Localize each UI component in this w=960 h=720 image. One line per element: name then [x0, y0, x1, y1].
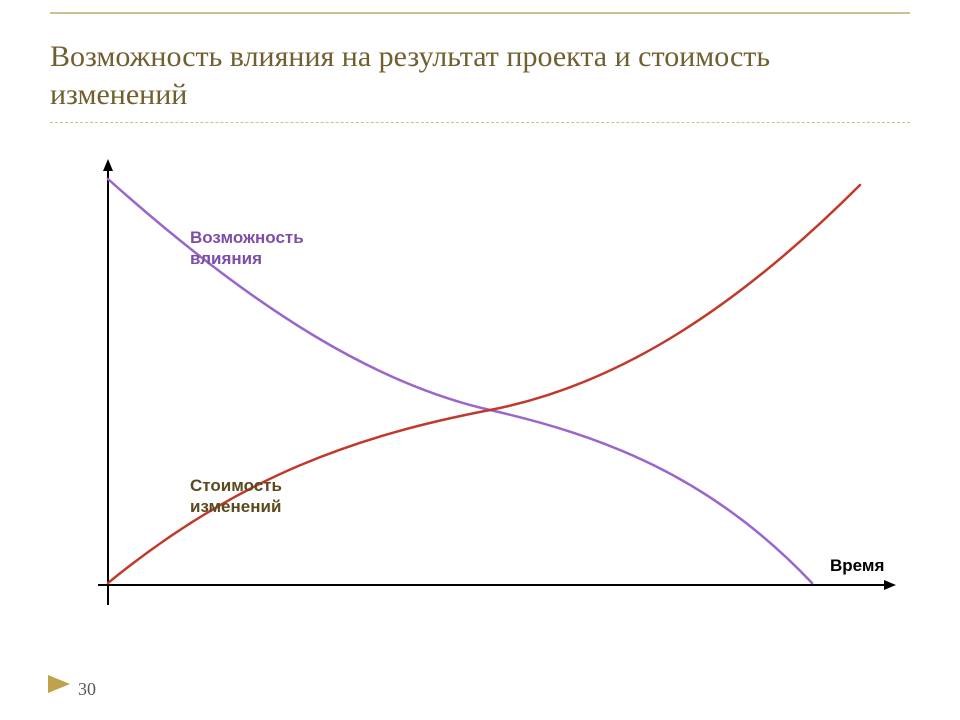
chart-svg [60, 155, 900, 635]
corner-arrow-icon [48, 675, 70, 698]
page-title: Возможность влияния на результат проекта… [50, 38, 910, 113]
page-number: 30 [78, 679, 96, 700]
x-axis-label: Время [830, 555, 884, 576]
top-rule [50, 12, 910, 14]
chart: Возможность влияния Стоимость изменений … [60, 155, 900, 635]
series-label-influence: Возможность влияния [190, 227, 304, 270]
title-block: Возможность влияния на результат проекта… [50, 38, 910, 113]
series-label-cost: Стоимость изменений [190, 475, 282, 518]
title-underline [50, 122, 910, 123]
